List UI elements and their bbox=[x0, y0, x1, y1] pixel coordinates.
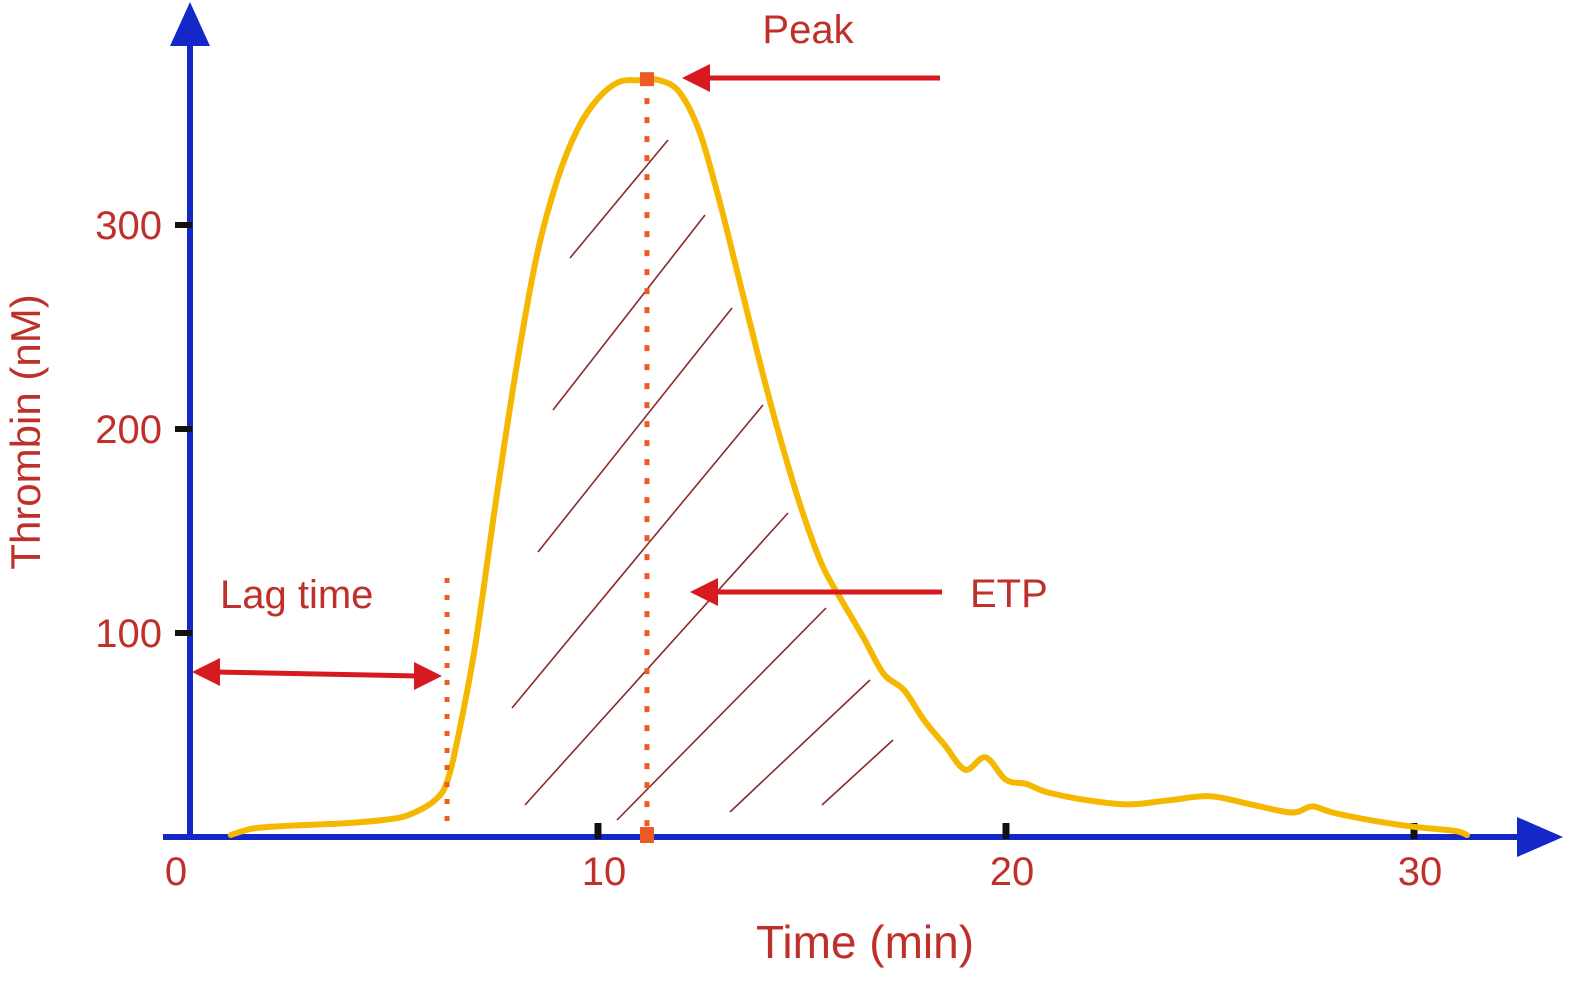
peak-top-marker bbox=[639, 72, 654, 87]
x-tick-label: 10 bbox=[582, 850, 627, 894]
etp-arrow bbox=[690, 578, 942, 606]
y-axis-arrowhead bbox=[170, 2, 210, 46]
hatch-line bbox=[537, 307, 733, 553]
hatch-line bbox=[552, 214, 706, 411]
hatch-line bbox=[511, 404, 764, 709]
etp-hatch-area bbox=[511, 139, 894, 821]
hatch-line bbox=[821, 739, 894, 806]
x-tick-label: 20 bbox=[990, 850, 1035, 894]
peak-label: Peak bbox=[762, 8, 854, 52]
x-tick-label: 0 bbox=[165, 850, 187, 894]
lag-time-label: Lag time bbox=[220, 573, 373, 617]
etp-label: ETP bbox=[970, 572, 1048, 616]
x-axis-arrowhead bbox=[1517, 817, 1563, 857]
y-axis-title: Thrombin (nM) bbox=[2, 294, 49, 569]
thrombin-curve bbox=[227, 76, 1470, 838]
y-tick-label: 100 bbox=[95, 612, 162, 656]
y-tick-label: 200 bbox=[95, 408, 162, 452]
peak-bottom-marker bbox=[639, 827, 654, 843]
hatch-line bbox=[569, 139, 669, 259]
x-tick-label: 30 bbox=[1398, 850, 1443, 894]
x-axis-title: Time (min) bbox=[756, 916, 974, 968]
peak-arrow bbox=[682, 64, 940, 92]
hatch-line bbox=[616, 607, 827, 821]
lag-time-arrow bbox=[192, 658, 442, 690]
hatch-line bbox=[729, 679, 871, 813]
hatch-line bbox=[524, 512, 789, 806]
ticks: 0 10 20 30 100 200 300 bbox=[95, 204, 1442, 894]
axes bbox=[163, 2, 1563, 857]
y-tick-label: 300 bbox=[95, 204, 162, 248]
